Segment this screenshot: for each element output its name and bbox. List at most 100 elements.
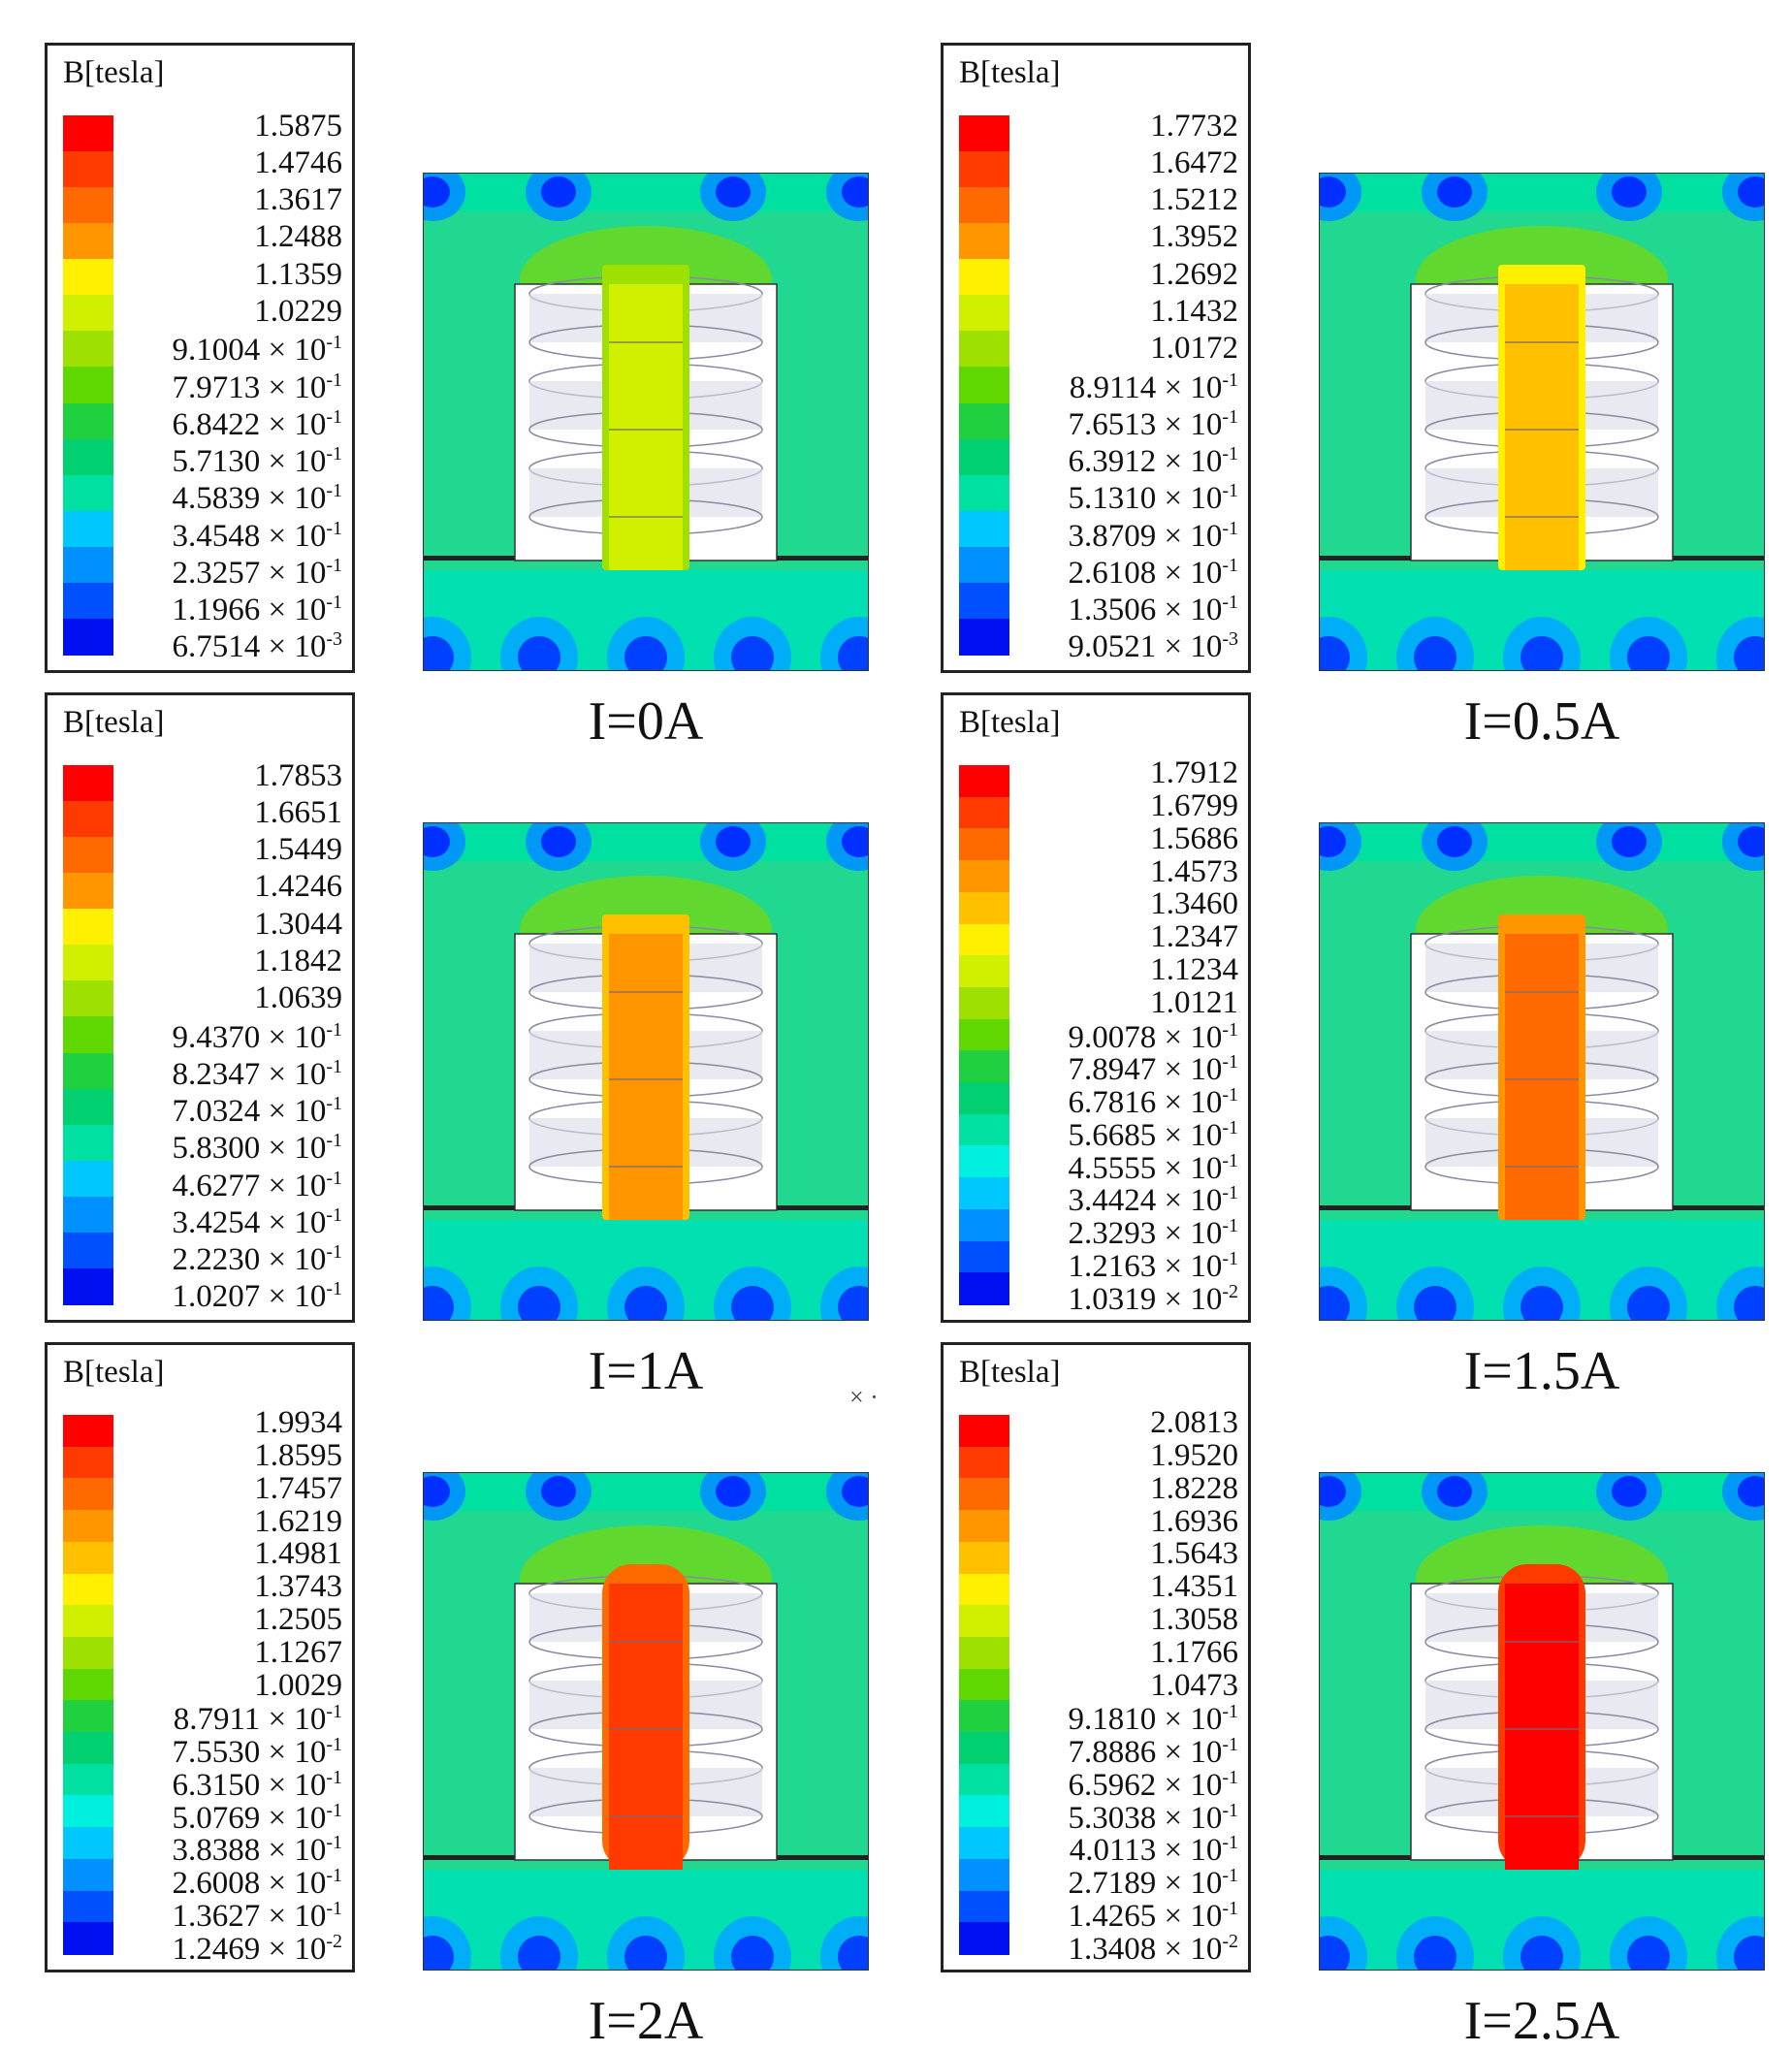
- colorbar-tick-label: 1.2469 × 10-2: [172, 1930, 342, 1967]
- colorbar-tick-label: 1.5643: [1150, 1536, 1238, 1572]
- colorbar-tick-label: 1.6651: [254, 794, 342, 830]
- colorbar-tick-label: 2.3293 × 10-1: [1068, 1215, 1238, 1252]
- low-field-core: [624, 1286, 667, 1321]
- colorbar-tick-label: 7.8947 × 10-1: [1068, 1051, 1238, 1088]
- low-field-core: [1734, 636, 1765, 671]
- legend-box: B[tesla] 1.7732 1.6472 1.5212 1.3952 1.2692 1.…: [941, 43, 1251, 673]
- top-plate: [1319, 1472, 1765, 1511]
- colorbar-segment: [959, 1082, 1009, 1115]
- colorbar-segment: [63, 1922, 113, 1955]
- current-caption: I=1A: [588, 1341, 704, 1401]
- colorbar-tick-label: 1.3743: [254, 1569, 342, 1605]
- colorbar-segment: [959, 1113, 1009, 1147]
- colorbar-segment: [63, 510, 113, 548]
- low-field-core: [1319, 826, 1346, 857]
- colorbar-segment: [959, 259, 1009, 297]
- panel-3: B[tesla] 1.7853 1.6651 1.5449 1.4246 1.3044 1.…: [0, 650, 896, 1401]
- colorbar-segment: [959, 331, 1009, 369]
- low-field-core: [1738, 1476, 1765, 1507]
- low-field-core: [1627, 1936, 1670, 1971]
- colorbar-segment: [63, 1267, 113, 1305]
- colorbar-segment: [63, 1763, 113, 1797]
- low-field-core: [518, 1936, 560, 1971]
- colorbar-segment: [959, 1890, 1009, 1924]
- colorbar-segment: [63, 1700, 113, 1734]
- colorbar-tick-label: 1.9934: [254, 1405, 342, 1441]
- low-field-core: [423, 826, 450, 857]
- colorbar-tick-label: 1.3506 × 10-1: [1068, 592, 1238, 628]
- colorbar-segment: [959, 891, 1009, 925]
- legend-box: B[tesla] 1.7853 1.6651 1.5449 1.4246 1.3044 1.…: [45, 692, 355, 1323]
- colorbar-segment: [959, 955, 1009, 988]
- low-field-core: [716, 176, 751, 208]
- colorbar-tick-label: 7.6513 × 10-1: [1068, 405, 1238, 442]
- low-field-core: [1437, 826, 1472, 857]
- colorbar-labels: 1.7853 1.6651 1.5449 1.4246 1.3044 1.1842 1.06…: [110, 757, 342, 1314]
- low-field-core: [423, 1476, 450, 1507]
- colorbar-segment: [63, 1890, 113, 1924]
- colorbar-tick-label: 3.8709 × 10-1: [1068, 517, 1238, 554]
- flux-density-map: [423, 173, 869, 671]
- low-field-core: [842, 176, 869, 208]
- colorbar-tick-label: 1.5449: [254, 832, 342, 868]
- flux-density-map: [1319, 173, 1765, 671]
- colorbar-tick-label: 1.2692: [1150, 256, 1238, 292]
- colorbar-tick-label: 9.4370 × 10-1: [172, 1018, 342, 1055]
- colorbar-segment: [959, 1636, 1009, 1670]
- low-field-core: [541, 1476, 576, 1507]
- colorbar-segment: [959, 1700, 1009, 1734]
- low-field-core: [541, 176, 576, 208]
- colorbar-tick-label: 5.7130 × 10-1: [172, 443, 342, 480]
- colorbar-tick-label: 1.1966 × 10-1: [172, 592, 342, 628]
- panel-2: B[tesla] 1.7732 1.6472 1.5212 1.3952 1.2692 1.…: [896, 0, 1792, 752]
- colorbar-tick-label: 1.6799: [1150, 788, 1238, 824]
- colorbar-tick-label: 4.5555 × 10-1: [1068, 1149, 1238, 1186]
- current-caption: I=0A: [588, 691, 704, 752]
- colorbar-segment: [959, 796, 1009, 830]
- low-field-core: [423, 636, 454, 671]
- colorbar-segment: [959, 1018, 1009, 1052]
- low-field-core: [1612, 176, 1647, 208]
- top-plate: [423, 173, 869, 211]
- colorbar-tick-label: 9.1810 × 10-1: [1068, 1701, 1238, 1738]
- colorbar-segment: [959, 367, 1009, 404]
- colorbar-tick-label: 1.8228: [1150, 1470, 1238, 1506]
- colorbar-tick-label: 1.2488: [254, 219, 342, 255]
- colorbar-tick-label: 1.0121: [1150, 984, 1238, 1020]
- colorbar-segment: [63, 1732, 113, 1765]
- colorbar-segment: [959, 1858, 1009, 1892]
- colorbar-segment: [63, 1196, 113, 1234]
- stray-mark: × ·: [849, 1383, 879, 1411]
- colorbar-tick-label: 1.1766: [1150, 1634, 1238, 1670]
- colorbar: [959, 1415, 1009, 1955]
- colorbar-tick-label: 2.6008 × 10-1: [172, 1865, 342, 1902]
- colorbar-tick-label: 3.8388 × 10-1: [172, 1832, 342, 1869]
- colorbar-tick-label: 5.6685 × 10-1: [1068, 1116, 1238, 1153]
- current-caption: I=2A: [588, 1991, 704, 2051]
- colorbar-labels: 1.5875 1.4746 1.3617 1.2488 1.1359 1.0229 9.10…: [110, 108, 342, 664]
- colorbar-segment: [959, 151, 1009, 189]
- colorbar-segment: [63, 367, 113, 404]
- colorbar-segment: [63, 546, 113, 584]
- colorbar-segment: [63, 223, 113, 261]
- low-field-core: [1627, 1286, 1670, 1321]
- colorbar-segment: [63, 259, 113, 297]
- colorbar-tick-label: 7.5530 × 10-1: [172, 1734, 342, 1771]
- low-field-core: [624, 636, 667, 671]
- low-field-core: [1520, 1936, 1563, 1971]
- colorbar-segment: [63, 980, 113, 1018]
- colorbar-segment: [959, 187, 1009, 225]
- colorbar-tick-label: 1.1267: [254, 1634, 342, 1670]
- low-field-core: [423, 1286, 454, 1321]
- colorbar-segment: [959, 860, 1009, 893]
- low-field-core: [731, 636, 774, 671]
- low-field-core: [1319, 1936, 1350, 1971]
- colorbar-segment: [959, 1573, 1009, 1607]
- colorbar-tick-label: 3.4548 × 10-1: [172, 517, 342, 554]
- colorbar-tick-label: 9.1004 × 10-1: [172, 332, 342, 369]
- colorbar-segment: [63, 1088, 113, 1126]
- legend-title: B[tesla]: [959, 705, 1061, 740]
- colorbar-segment: [959, 223, 1009, 261]
- colorbar-tick-label: 1.6936: [1150, 1503, 1238, 1539]
- colorbar-segment: [959, 295, 1009, 333]
